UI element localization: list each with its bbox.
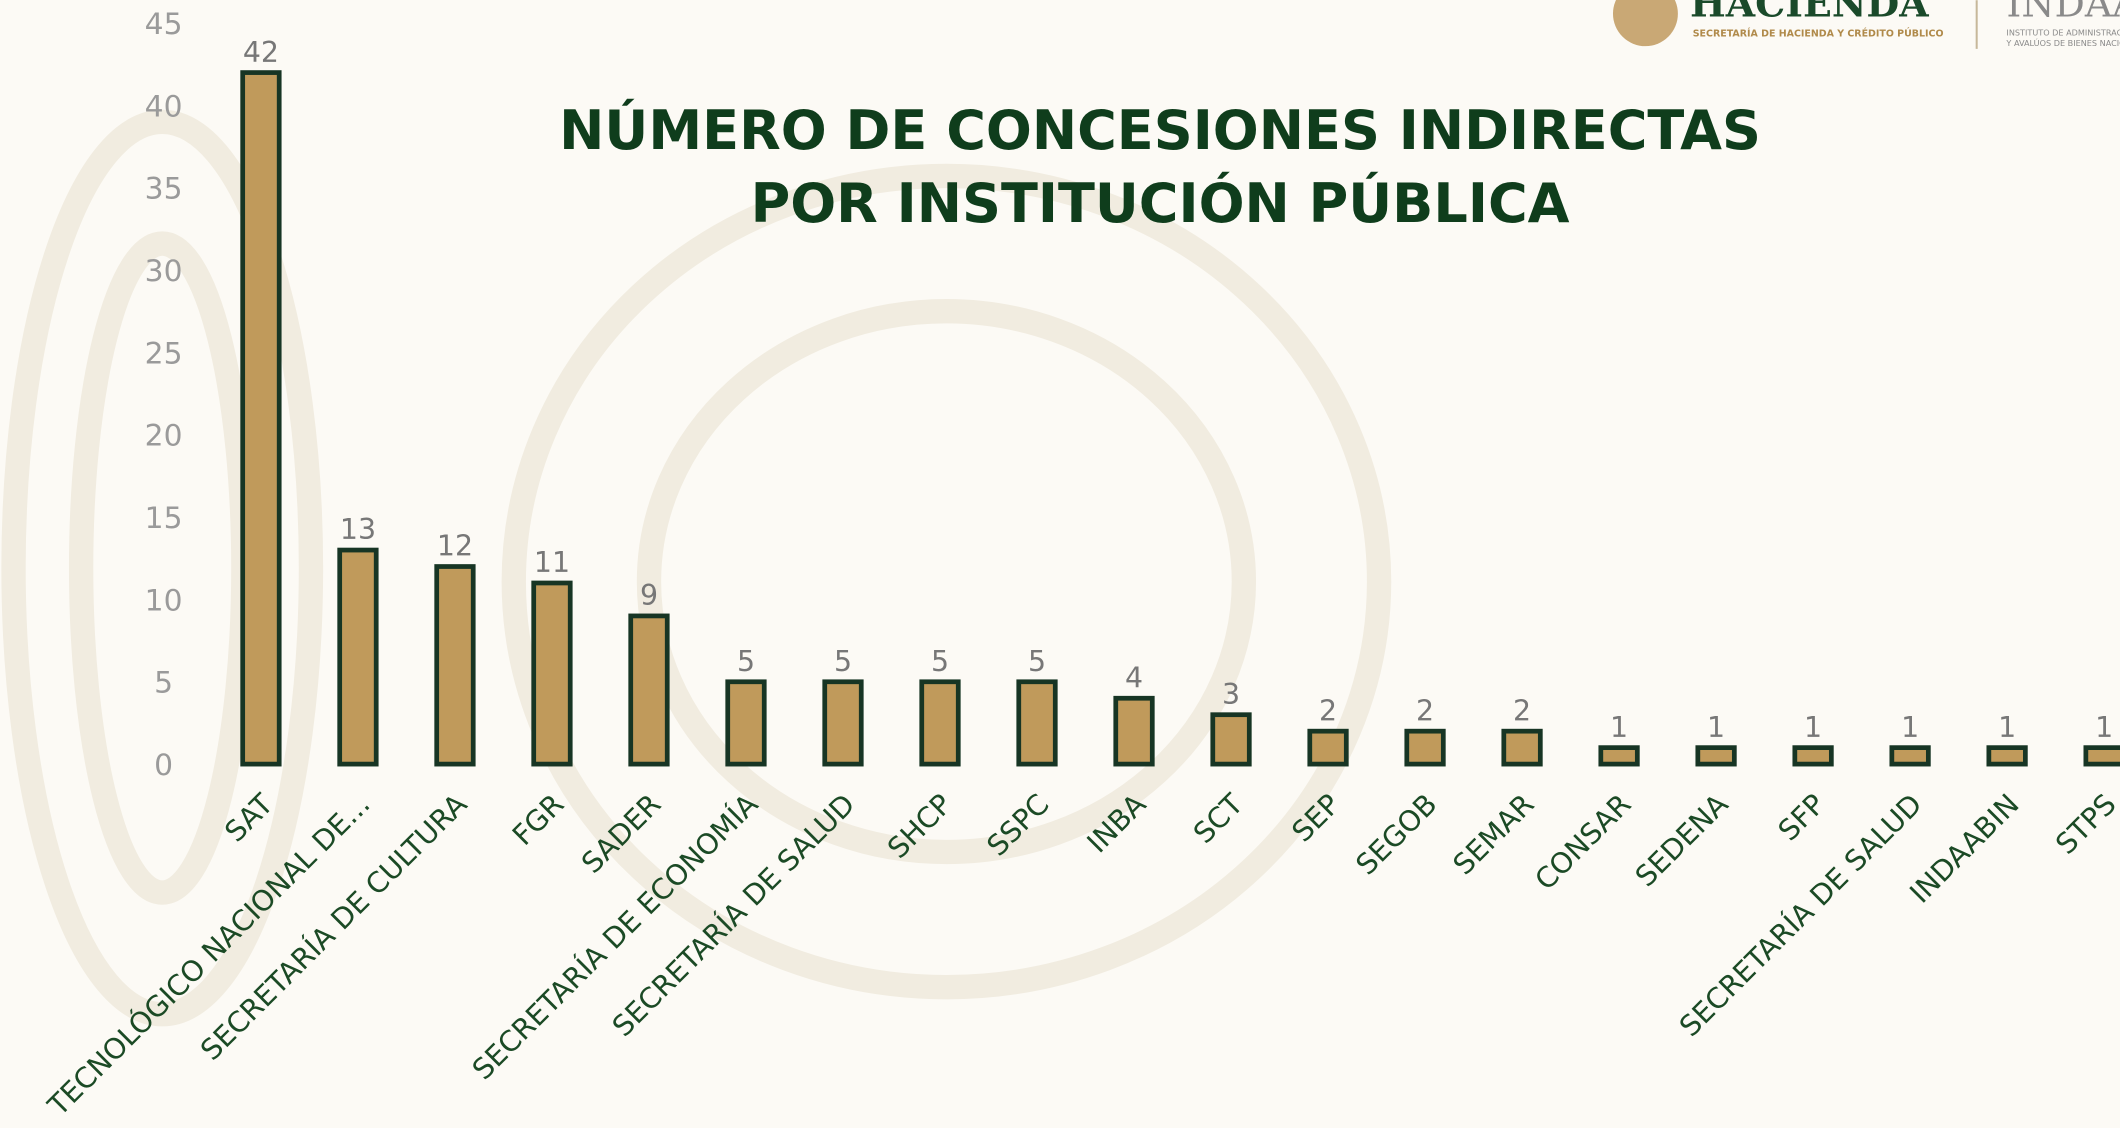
bar [434,564,476,767]
x-tick-label: SCT [1187,787,1250,850]
bar [531,580,573,767]
x-tick-label: SEMAR [1447,788,1541,882]
y-tick-label: 15 [145,501,183,536]
x-tick-label: SEDENA [1629,787,1735,893]
data-label: 5 [1028,645,1046,678]
bar [1695,745,1737,767]
chart-title: POR INSTITUCIÓN PÚBLICA [751,172,1570,235]
logo-emblem [1612,0,1678,47]
bar [1404,728,1446,767]
x-tick-label: SFP [1772,788,1832,848]
x-tick-label: STPS [2049,788,2120,861]
bar [1889,745,1931,767]
data-label: 1 [1901,711,1919,744]
bar [1113,695,1155,767]
data-label: 13 [340,513,376,546]
data-label: 42 [243,36,279,69]
data-label: 1 [1998,711,2016,744]
data-label: 5 [931,645,949,678]
y-tick-label: 30 [145,254,183,289]
bar [1210,712,1252,767]
logo-subtitle: SECRETARÍA DE HACIENDA Y CRÉDITO PÚBLICO [1693,28,1944,40]
background-pattern [1,109,1392,1027]
logo-title: HACIENDA [1690,0,1929,25]
data-label: 9 [640,579,658,612]
y-tick-label: 10 [145,583,183,618]
bar [919,679,961,767]
data-label: 1 [1804,711,1822,744]
bar [2083,745,2120,767]
y-tick-label: 45 [145,7,183,42]
y-tick-label: 40 [145,89,183,124]
x-tick-label: CONSAR [1529,788,1638,897]
logo-title: INDAABIN [2006,0,2120,25]
y-tick-label: 0 [154,748,173,783]
data-label: 1 [2095,711,2113,744]
logo-subtitle: Y AVALÚOS DE BIENES NACIONALES [2005,37,2120,48]
x-tick-label: SEGOB [1350,788,1444,882]
data-label: 2 [1416,694,1434,727]
data-label: 5 [834,645,852,678]
x-tick-label: FGR [506,788,570,852]
bar [1016,679,1058,767]
y-tick-label: 5 [154,666,173,701]
y-tick-label: 35 [145,172,183,207]
bar [337,547,379,767]
data-label: 2 [1513,694,1531,727]
bar [1307,728,1349,767]
data-label: 1 [1707,711,1725,744]
logos: HACIENDA SECRETARÍA DE HACIENDA Y CRÉDIT… [1612,0,2120,49]
bar [1598,745,1640,767]
chart-title: NÚMERO DE CONCESIONES INDIRECTAS [559,99,1761,162]
data-label: 2 [1319,694,1337,727]
data-label: 11 [534,546,570,579]
data-label: 4 [1125,661,1143,694]
data-label: 5 [737,645,755,678]
data-label: 3 [1222,678,1240,711]
bar [725,679,767,767]
y-tick-label: 20 [145,419,183,454]
bar [240,70,282,767]
bar [1792,745,1834,767]
logo-subtitle: INSTITUTO DE ADMINISTRACIÓN [2006,26,2120,37]
bar [1986,745,2028,767]
bar [1501,728,1543,767]
y-tick-label: 25 [145,336,183,371]
bar [822,679,864,767]
bar [628,613,670,767]
data-label: 1 [1610,711,1628,744]
data-label: 12 [437,530,473,563]
